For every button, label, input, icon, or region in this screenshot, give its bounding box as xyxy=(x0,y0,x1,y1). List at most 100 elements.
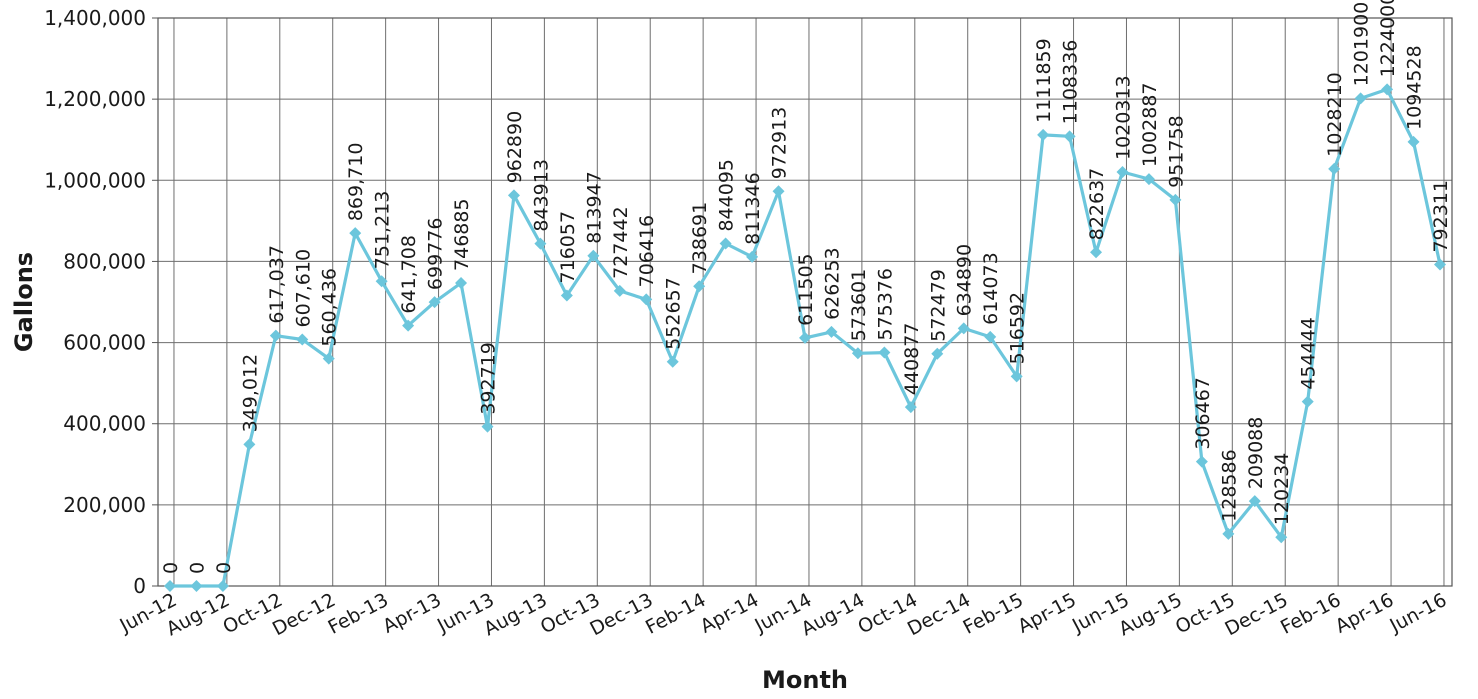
data-label: 1028210 xyxy=(1324,72,1346,157)
data-point-marker xyxy=(904,401,917,414)
y-tick-label: 0 xyxy=(133,574,146,598)
data-label: 454444 xyxy=(1298,317,1320,390)
data-point-marker xyxy=(1037,128,1050,141)
series xyxy=(164,83,1446,592)
x-tick-label: Feb-14 xyxy=(642,589,709,639)
x-tick-label: Feb-13 xyxy=(325,589,392,639)
data-point-marker xyxy=(1248,495,1261,508)
data-label: 716057 xyxy=(557,211,579,284)
data-point-marker xyxy=(164,580,176,592)
x-axis-title: Month xyxy=(762,666,848,694)
data-label: 706416 xyxy=(636,215,658,288)
data-label: 560,436 xyxy=(319,268,341,347)
data-point-marker xyxy=(560,289,573,302)
data-point-marker xyxy=(1142,173,1155,186)
y-tick-label: 1,000,000 xyxy=(44,168,146,192)
data-label: 869,710 xyxy=(345,143,367,222)
data-label: 516592 xyxy=(1007,292,1029,365)
y-axis-title: Gallons xyxy=(10,252,38,352)
data-point-marker xyxy=(481,420,494,433)
data-point-marker xyxy=(1434,258,1446,271)
data-label: 1111859 xyxy=(1033,38,1055,123)
data-label: 552657 xyxy=(663,277,685,350)
data-point-marker xyxy=(640,293,653,306)
data-label: 844095 xyxy=(716,159,738,232)
data-point-marker xyxy=(719,237,732,250)
data-point-marker xyxy=(1275,531,1288,544)
data-label: 209088 xyxy=(1245,417,1267,490)
y-tick-label: 200,000 xyxy=(63,493,146,517)
data-label: 1094528 xyxy=(1404,45,1426,130)
data-point-marker xyxy=(216,580,229,592)
data-label: 822637 xyxy=(1086,168,1108,241)
data-point-marker xyxy=(1328,162,1341,175)
data-point-marker xyxy=(1116,166,1129,179)
x-tick-label: Apr-13 xyxy=(379,589,445,638)
data-label: 641,708 xyxy=(398,235,420,314)
data-point-marker xyxy=(1063,130,1076,143)
data-point-marker xyxy=(799,331,811,344)
data-point-marker xyxy=(1090,246,1103,259)
data-label: 634890 xyxy=(954,244,976,317)
data-label: 1002887 xyxy=(1139,82,1161,167)
data-label: 128586 xyxy=(1218,449,1240,522)
data-point-marker xyxy=(1381,83,1394,96)
data-label: 120234 xyxy=(1271,453,1293,526)
data-label: 951758 xyxy=(1165,115,1187,188)
x-tick-label: Apr-15 xyxy=(1014,589,1080,638)
data-label: 1020313 xyxy=(1113,75,1135,160)
data-point-marker xyxy=(322,352,335,365)
data-point-marker xyxy=(1222,527,1235,540)
data-point-marker xyxy=(402,319,415,332)
data-label: 751,213 xyxy=(372,191,394,270)
data-label: 972913 xyxy=(769,107,791,180)
y-tick-label: 600,000 xyxy=(63,331,146,355)
x-tick-label: Feb-15 xyxy=(960,589,1027,639)
data-point-marker xyxy=(349,227,362,240)
data-point-marker xyxy=(772,185,785,198)
data-point-marker xyxy=(666,355,679,368)
x-tick-label: Jun-16 xyxy=(1386,589,1451,637)
data-point-marker xyxy=(507,189,520,202)
y-tick-label: 1,400,000 xyxy=(44,6,146,30)
data-point-marker xyxy=(957,322,970,335)
data-label: 626253 xyxy=(821,247,843,320)
data-point-marker xyxy=(1010,370,1023,383)
data-point-marker xyxy=(269,329,282,342)
data-point-marker xyxy=(1301,395,1314,408)
data-label: 349,012 xyxy=(239,354,261,433)
data-point-marker xyxy=(375,275,388,288)
data-label: 306467 xyxy=(1192,377,1214,450)
data-label: 0 xyxy=(186,562,208,574)
data-label: 1201900 xyxy=(1351,2,1373,87)
data-point-marker xyxy=(587,249,600,262)
data-label: 1108336 xyxy=(1060,40,1082,125)
data-point-marker xyxy=(296,333,309,346)
data-point-marker xyxy=(825,325,838,338)
data-label: 572479 xyxy=(927,269,949,342)
y-tick-label: 800,000 xyxy=(63,249,146,273)
data-label: 607,610 xyxy=(292,249,314,328)
y-axis-ticks: 0 200,000 400,000 600,000 800,000 1,000,000 1,… xyxy=(44,6,158,598)
data-label: 699776 xyxy=(425,218,447,291)
y-tick-label: 400,000 xyxy=(63,412,146,436)
data-point-marker xyxy=(746,250,759,263)
data-point-marker xyxy=(1195,455,1208,468)
x-tick-label: Apr-16 xyxy=(1332,589,1398,638)
data-point-marker xyxy=(984,330,997,343)
data-label: 746885 xyxy=(451,198,473,271)
data-point-marker xyxy=(693,280,706,293)
data-label: 727442 xyxy=(610,206,632,279)
data-label: 440877 xyxy=(901,323,923,396)
x-tick-label: Apr-14 xyxy=(697,589,763,638)
data-label: 813947 xyxy=(583,171,605,244)
data-label: 811346 xyxy=(742,172,764,245)
data-point-marker xyxy=(613,284,626,297)
data-point-marker xyxy=(1354,92,1367,105)
data-label: 1224000 xyxy=(1377,0,1399,77)
data-point-marker xyxy=(878,346,891,359)
data-point-marker xyxy=(243,438,256,451)
data-point-marker xyxy=(455,276,468,289)
